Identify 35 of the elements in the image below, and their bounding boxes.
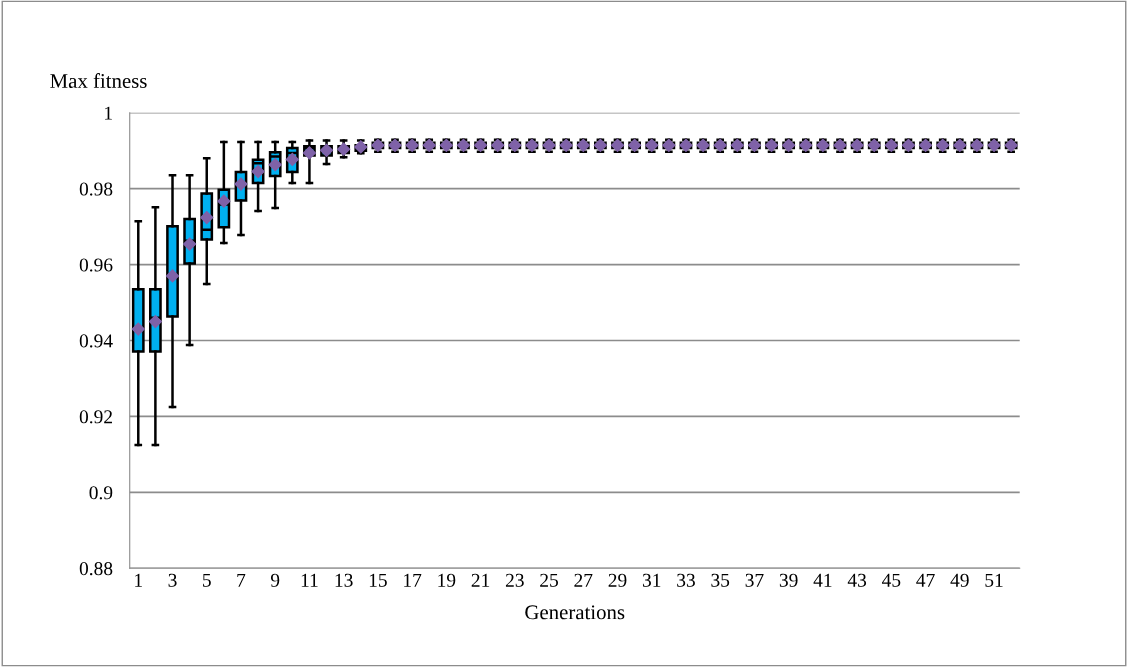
- x-tick-label: 43: [847, 573, 867, 587]
- y-tick-label: 0.92: [79, 410, 112, 424]
- x-tick-label: 17: [404, 573, 422, 587]
- x-tick-label: 31: [642, 573, 661, 587]
- y-tick-label: 0.9: [89, 486, 113, 500]
- y-tick-label: 1: [105, 106, 112, 120]
- y-tick-label: 0.94: [79, 334, 113, 348]
- x-tick-label: 47: [916, 573, 935, 587]
- x-tick-label: 3: [168, 573, 177, 587]
- x-tick-label: 49: [950, 573, 969, 587]
- x-tick-label: 37: [745, 573, 764, 587]
- x-tick-label: 39: [779, 573, 798, 587]
- x-tick-label: 13: [335, 573, 353, 587]
- x-tick-label: 45: [882, 573, 901, 587]
- x-tick-label: 23: [505, 573, 524, 587]
- x-tick-label: 5: [203, 573, 211, 587]
- y-tick-label: 0.98: [79, 182, 113, 196]
- y-axis-title: Max fitness: [50, 73, 147, 88]
- y-tick-label: 0.88: [79, 562, 113, 576]
- x-tick-label: 25: [540, 573, 559, 587]
- x-tick-label: 35: [711, 573, 730, 587]
- x-tick-label: 33: [677, 573, 695, 587]
- x-tick-label: 19: [438, 573, 456, 587]
- x-tick-label: 9: [270, 573, 280, 587]
- x-tick-label: 41: [813, 573, 832, 587]
- x-tick-label: 15: [369, 573, 387, 587]
- x-tick-label: 1: [135, 573, 142, 587]
- x-tick-label: 11: [301, 573, 318, 587]
- x-tick-label: 7: [237, 573, 246, 587]
- y-tick-label: 0.96: [79, 258, 113, 272]
- x-tick-label: 27: [574, 573, 593, 587]
- x-tick-label: 21: [471, 573, 490, 587]
- x-tick-label: 29: [608, 573, 627, 587]
- x-axis-title: Generations: [525, 605, 625, 620]
- x-tick-label: 51: [985, 573, 1003, 587]
